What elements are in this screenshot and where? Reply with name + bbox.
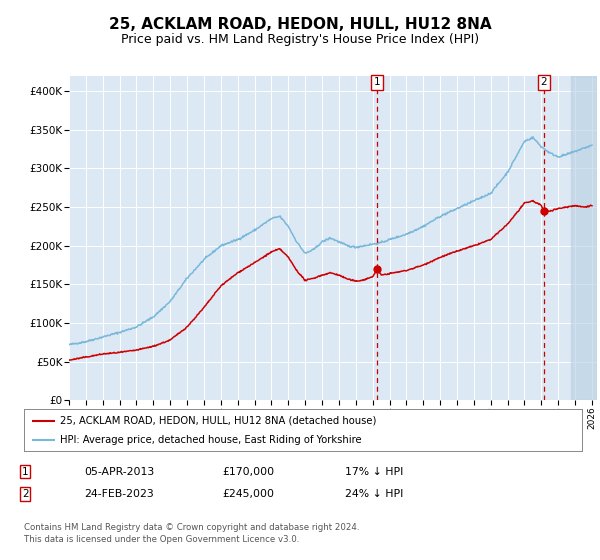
Text: 17% ↓ HPI: 17% ↓ HPI [345,466,403,477]
Text: Contains HM Land Registry data © Crown copyright and database right 2024.
This d: Contains HM Land Registry data © Crown c… [24,522,359,544]
Text: 05-APR-2013: 05-APR-2013 [84,466,154,477]
Text: Price paid vs. HM Land Registry's House Price Index (HPI): Price paid vs. HM Land Registry's House … [121,32,479,46]
Text: 25, ACKLAM ROAD, HEDON, HULL, HU12 8NA: 25, ACKLAM ROAD, HEDON, HULL, HU12 8NA [109,17,491,31]
Text: HPI: Average price, detached house, East Riding of Yorkshire: HPI: Average price, detached house, East… [60,435,362,445]
Text: 25, ACKLAM ROAD, HEDON, HULL, HU12 8NA (detached house): 25, ACKLAM ROAD, HEDON, HULL, HU12 8NA (… [60,416,377,426]
Text: 2: 2 [541,77,547,87]
Text: 1: 1 [22,466,29,477]
Text: 24% ↓ HPI: 24% ↓ HPI [345,489,403,499]
Bar [571,76,597,400]
Text: £245,000: £245,000 [222,489,274,499]
Text: 24-FEB-2023: 24-FEB-2023 [84,489,154,499]
Text: 2: 2 [22,489,29,499]
Text: £170,000: £170,000 [222,466,274,477]
Text: 1: 1 [374,77,380,87]
